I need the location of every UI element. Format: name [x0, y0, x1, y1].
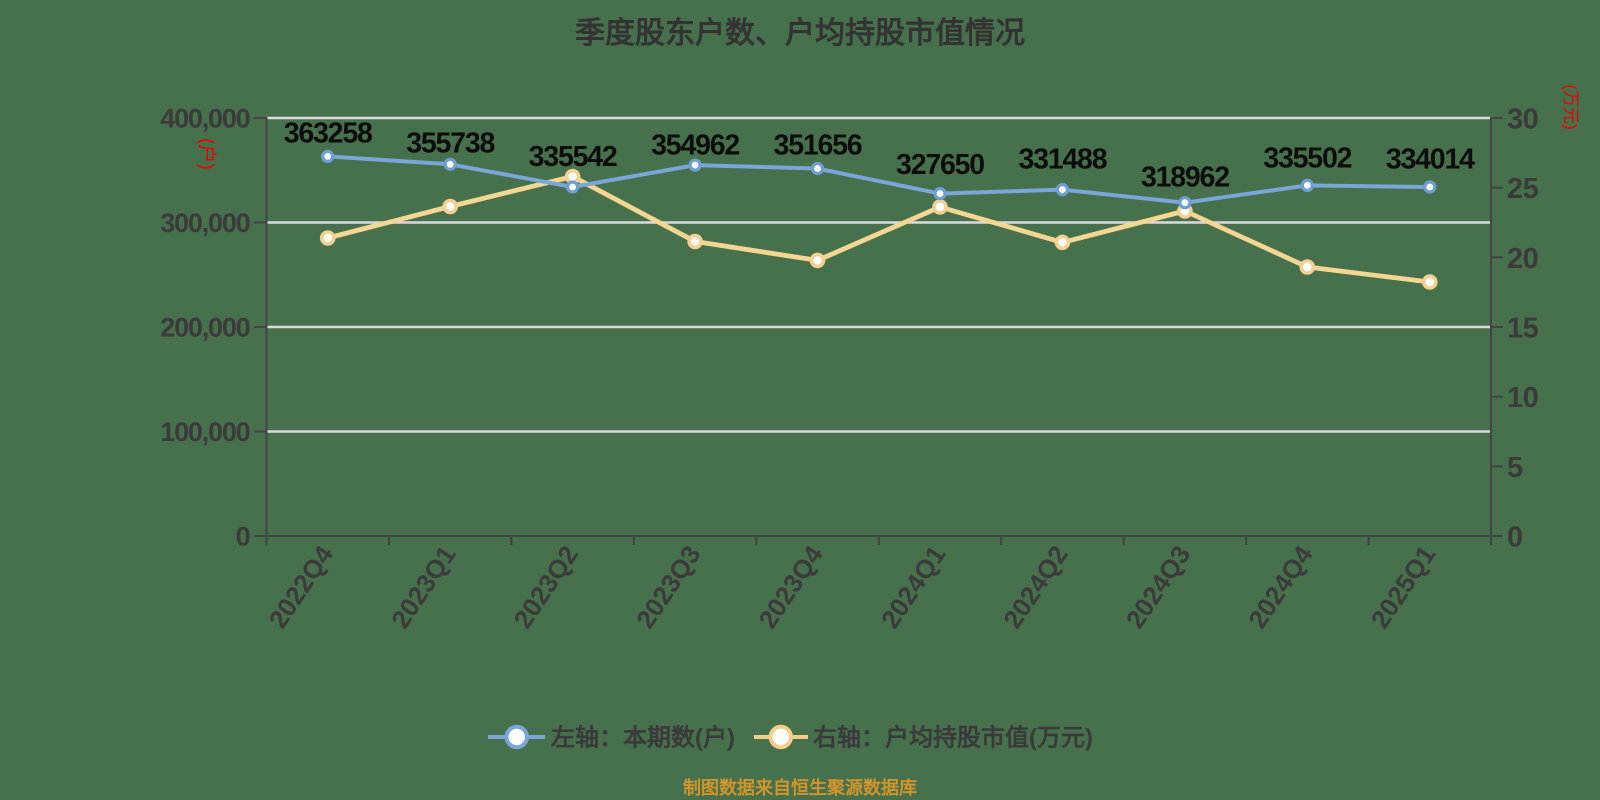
- svg-text:右轴：户均持股市值(万元): 右轴：户均持股市值(万元): [813, 724, 1093, 752]
- svg-text:334014: 334014: [1386, 144, 1475, 176]
- svg-text:(万元): (万元): [1561, 84, 1580, 129]
- svg-text:季度股东户数、户均持股市值情况: 季度股东户数、户均持股市值情况: [575, 16, 1025, 50]
- svg-text:300,000: 300,000: [160, 208, 249, 238]
- svg-text:363258: 363258: [284, 118, 372, 150]
- svg-text:331488: 331488: [1018, 144, 1106, 176]
- svg-text:318962: 318962: [1141, 162, 1229, 194]
- svg-text:20: 20: [1507, 243, 1538, 275]
- svg-text:左轴：本期数(户): 左轴：本期数(户): [551, 724, 735, 752]
- svg-text:400,000: 400,000: [160, 104, 249, 134]
- svg-text:制图数据来自恒生聚源数据库: 制图数据来自恒生聚源数据库: [683, 777, 917, 798]
- svg-text:351656: 351656: [774, 130, 862, 162]
- svg-text:100,000: 100,000: [160, 417, 249, 447]
- svg-text:354962: 354962: [651, 130, 739, 162]
- svg-text:335542: 335542: [529, 141, 617, 173]
- svg-text:0: 0: [1507, 522, 1523, 554]
- svg-text:327650: 327650: [896, 149, 984, 181]
- svg-text:10: 10: [1507, 382, 1538, 414]
- svg-text:30: 30: [1507, 104, 1538, 136]
- svg-text:0: 0: [236, 522, 250, 552]
- svg-text:15: 15: [1507, 313, 1539, 345]
- svg-text:5: 5: [1507, 452, 1523, 484]
- svg-text:335502: 335502: [1263, 143, 1351, 175]
- svg-text:200,000: 200,000: [160, 313, 249, 343]
- svg-text:25: 25: [1507, 173, 1539, 205]
- svg-text:(户): (户): [196, 138, 218, 170]
- svg-text:355738: 355738: [406, 128, 494, 160]
